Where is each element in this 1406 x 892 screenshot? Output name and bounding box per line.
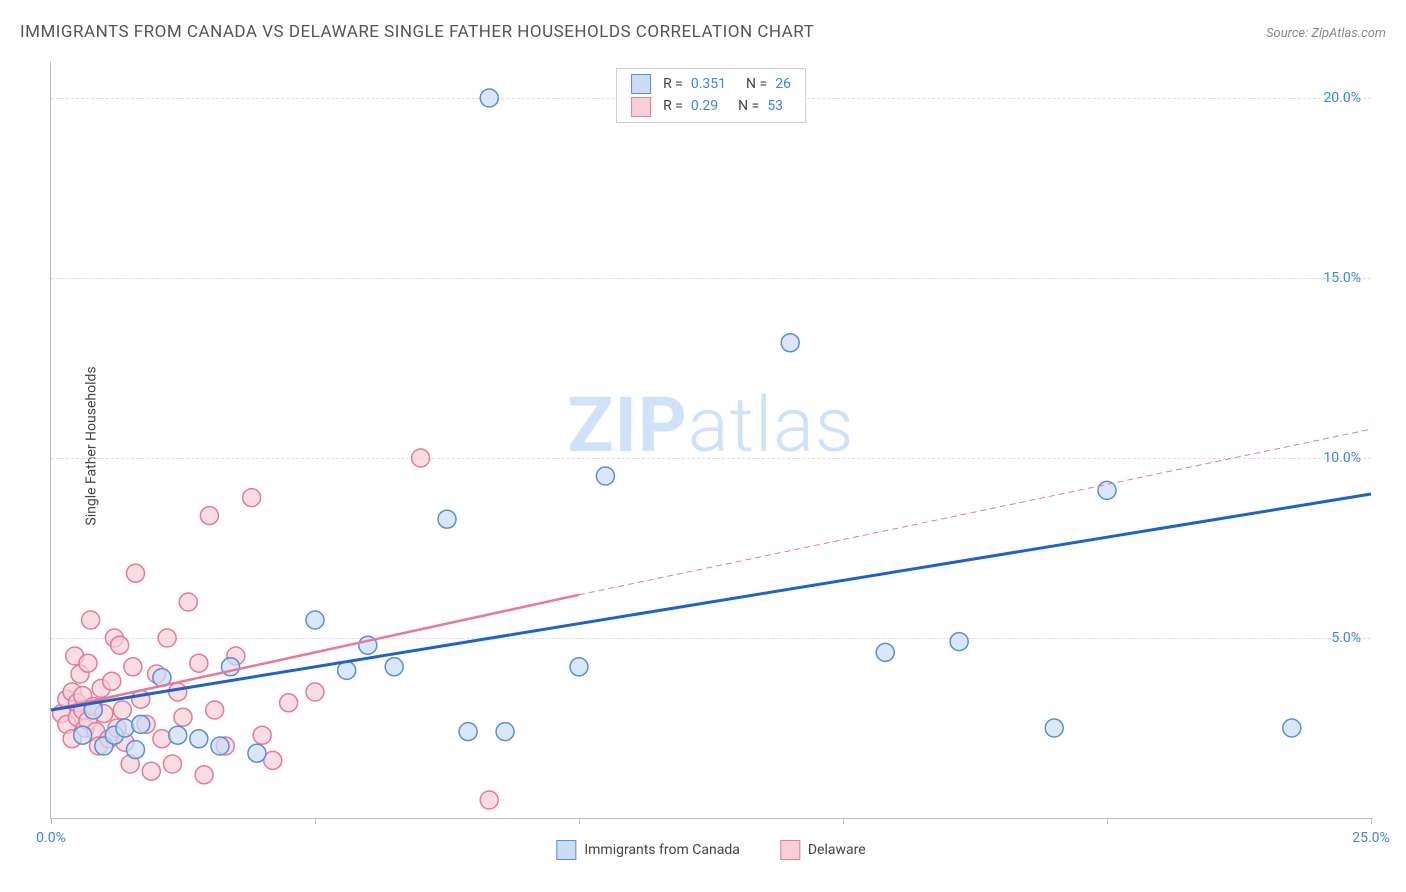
x-tick xyxy=(1371,818,1372,824)
data-point xyxy=(179,593,197,611)
data-point xyxy=(163,755,181,773)
data-point xyxy=(126,741,144,759)
data-point xyxy=(169,726,187,744)
data-point xyxy=(781,334,799,352)
swatch-series2 xyxy=(631,97,651,117)
data-point xyxy=(195,766,213,784)
r-value-2: 0.29 xyxy=(691,95,718,117)
data-point xyxy=(480,791,498,809)
data-point xyxy=(1045,719,1063,737)
legend-item-2: Delaware xyxy=(780,840,866,860)
data-point xyxy=(570,658,588,676)
data-point xyxy=(253,726,271,744)
r-label-2: R = xyxy=(663,95,683,117)
legend-row-2: R = 0.29 N = 53 xyxy=(631,95,791,117)
regression-line-canada xyxy=(51,494,1371,710)
x-tick xyxy=(843,818,844,824)
data-point xyxy=(190,730,208,748)
legend-correlation: R = 0.351 N = 26 R = 0.29 N = 53 xyxy=(616,68,806,123)
data-point xyxy=(116,719,134,737)
legend-row-1: R = 0.351 N = 26 xyxy=(631,73,791,95)
chart-title: IMMIGRANTS FROM CANADA VS DELAWARE SINGL… xyxy=(20,22,814,42)
data-point xyxy=(480,89,498,107)
n-value-2: 53 xyxy=(767,95,783,117)
data-point xyxy=(438,510,456,528)
data-point xyxy=(459,723,477,741)
x-tick xyxy=(1107,818,1108,824)
data-point xyxy=(79,654,97,672)
data-point xyxy=(103,672,121,690)
data-point xyxy=(169,683,187,701)
data-point xyxy=(200,507,218,525)
n-label-1: N = xyxy=(746,73,767,95)
data-point xyxy=(113,701,131,719)
legend-item-1: Immigrants from Canada xyxy=(556,840,740,860)
data-point xyxy=(306,611,324,629)
x-tick-label: 25.0% xyxy=(1352,830,1390,846)
data-point xyxy=(385,658,403,676)
data-point xyxy=(174,708,192,726)
data-point xyxy=(243,489,261,507)
data-point xyxy=(111,636,129,654)
data-point xyxy=(248,744,266,762)
data-point xyxy=(190,654,208,672)
legend-label-1: Immigrants from Canada xyxy=(584,842,740,858)
legend-series: Immigrants from Canada Delaware xyxy=(556,840,865,860)
data-point xyxy=(124,658,142,676)
data-point xyxy=(206,701,224,719)
data-point xyxy=(126,564,144,582)
n-value-1: 26 xyxy=(775,73,791,95)
chart-header: IMMIGRANTS FROM CANADA VS DELAWARE SINGL… xyxy=(20,22,1386,42)
data-point xyxy=(876,643,894,661)
data-point xyxy=(596,467,614,485)
swatch-series1 xyxy=(631,74,651,94)
data-point xyxy=(82,611,100,629)
r-value-1: 0.351 xyxy=(691,73,726,95)
data-point xyxy=(1098,481,1116,499)
data-point xyxy=(132,715,150,733)
data-point xyxy=(74,726,92,744)
data-point xyxy=(496,723,514,741)
swatch-series1-bottom xyxy=(556,840,576,860)
data-point xyxy=(153,730,171,748)
data-point xyxy=(306,683,324,701)
data-point xyxy=(1283,719,1301,737)
data-point xyxy=(211,737,229,755)
svg-layer xyxy=(51,62,1371,818)
x-tick-label: 0.0% xyxy=(36,830,66,846)
data-point xyxy=(158,629,176,647)
data-point xyxy=(950,633,968,651)
data-point xyxy=(412,449,430,467)
data-point xyxy=(142,762,160,780)
r-label-1: R = xyxy=(663,73,683,95)
data-point xyxy=(280,694,298,712)
x-tick xyxy=(579,818,580,824)
swatch-series2-bottom xyxy=(780,840,800,860)
plot-area: ZIPatlas 5.0%10.0%15.0%20.0% R = 0.351 N… xyxy=(50,62,1371,819)
x-tick xyxy=(51,818,52,824)
chart-source: Source: ZipAtlas.com xyxy=(1266,26,1386,41)
n-label-2: N = xyxy=(738,95,759,117)
legend-label-2: Delaware xyxy=(808,842,866,858)
x-tick xyxy=(315,818,316,824)
